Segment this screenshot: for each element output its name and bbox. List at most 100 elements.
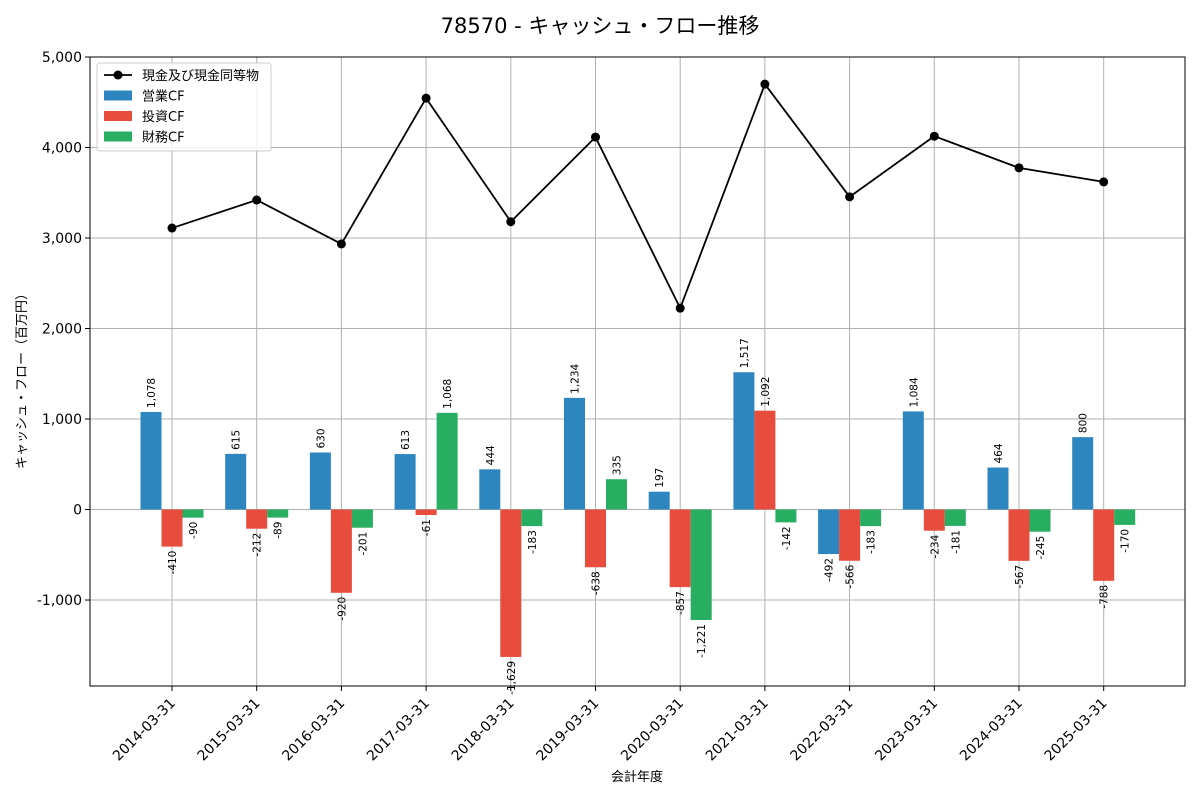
data-label: -788 <box>1099 585 1111 609</box>
bar-2 <box>585 509 606 568</box>
bar-1 <box>733 372 755 510</box>
chart-title: 78570 - キャッシュ・フロー推移 <box>441 14 760 38</box>
data-label: 197 <box>654 468 666 488</box>
bar-1 <box>140 411 162 510</box>
legend-box <box>96 62 272 152</box>
bar-3 <box>690 509 712 621</box>
data-label: 335 <box>612 455 624 475</box>
data-label: 800 <box>1078 413 1090 433</box>
cash-point <box>252 195 262 205</box>
x-tick-label: 2014-03-31 <box>110 696 179 765</box>
data-label: 1,234 <box>570 363 582 393</box>
bar-1 <box>902 411 924 510</box>
plot-frame <box>89 56 1186 687</box>
data-label: -142 <box>781 526 793 550</box>
bar-1 <box>479 469 501 510</box>
bar-3 <box>436 412 458 510</box>
data-label: -89 <box>273 522 285 539</box>
data-label: -920 <box>336 597 348 621</box>
legend-label: 財務CF <box>142 131 185 146</box>
bar-2 <box>415 509 437 516</box>
cash-point <box>591 132 600 142</box>
bar-3 <box>860 509 882 527</box>
cash-point <box>1099 177 1109 187</box>
data-label: 1,517 <box>739 338 751 368</box>
y-tick-label: 3,000 <box>42 231 82 247</box>
bar-2 <box>161 509 183 547</box>
bar-2 <box>923 509 945 531</box>
bar-2 <box>754 410 776 510</box>
bar-2 <box>669 509 691 588</box>
cash-point <box>167 223 177 233</box>
cash-point <box>760 79 770 89</box>
x-tick-label: 2023-03-31 <box>872 696 941 765</box>
legend-marker <box>113 70 123 80</box>
x-tick-label: 2025-03-31 <box>1042 696 1111 765</box>
cash-point <box>845 192 855 202</box>
data-label: -567 <box>1014 565 1026 589</box>
cash-point <box>336 239 346 249</box>
data-label: -212 <box>252 533 264 557</box>
x-tick-label: 2021-03-31 <box>703 696 772 765</box>
legend-swatch <box>104 111 132 121</box>
data-label: 444 <box>485 445 497 465</box>
x-tick-label: 2016-03-31 <box>279 696 348 765</box>
legend-swatch <box>104 90 132 101</box>
data-label: -638 <box>591 571 603 595</box>
data-label: -181 <box>950 530 962 554</box>
data-label-layer: 1,078 615 630 613 444 1,234 197 1,517 -492 1,084 4… <box>146 338 1132 695</box>
bar-1 <box>225 453 247 510</box>
data-label: -245 <box>1035 536 1047 560</box>
bar-2 <box>246 509 268 529</box>
cash-point <box>929 131 939 141</box>
data-label: -566 <box>845 564 857 588</box>
data-label: 1,084 <box>908 377 920 407</box>
x-tick-label: 2018-03-31 <box>449 696 518 765</box>
data-label: -1,629 <box>506 661 518 695</box>
bar-3 <box>267 509 289 518</box>
y-tick-label: 5,000 <box>42 50 82 66</box>
bar-1 <box>987 467 1009 510</box>
data-label: 1,078 <box>146 378 158 408</box>
x-axis-label: 会計年度 <box>611 769 663 785</box>
data-label: -857 <box>675 591 687 615</box>
bar-layer <box>140 372 1136 657</box>
data-label: 464 <box>993 443 1005 463</box>
x-tick-label: 2017-03-31 <box>364 696 433 765</box>
cash-point <box>675 303 685 313</box>
y-tick-label: -1,000 <box>37 593 82 609</box>
bar-3 <box>521 509 543 527</box>
data-label: -90 <box>188 522 200 539</box>
data-label: 1,092 <box>760 377 772 407</box>
y-tick-label: 4,000 <box>42 141 82 157</box>
y-axis-label: キャッシュ・フロー（百万円） <box>15 287 30 469</box>
bar-1 <box>564 397 585 510</box>
x-tick-label: 2019-03-31 <box>533 696 602 765</box>
bar-1 <box>1072 437 1094 510</box>
legend-label: 営業CF <box>142 89 185 105</box>
data-label: -183 <box>527 530 539 554</box>
bar-1 <box>394 454 416 510</box>
cash-line <box>171 82 1104 311</box>
bar-3 <box>1114 509 1136 525</box>
legend-label: 投資CF <box>142 109 185 125</box>
data-label: -234 <box>929 534 941 558</box>
y-tick-label: 1,000 <box>42 412 82 428</box>
y-tick-label: 2,000 <box>42 322 82 338</box>
cash-point <box>506 217 516 227</box>
data-label: -410 <box>167 551 179 575</box>
data-label: -183 <box>866 530 878 554</box>
bar-2 <box>330 509 352 593</box>
x-tick-label: 2015-03-31 <box>195 696 264 765</box>
x-tick-label: 2022-03-31 <box>788 696 857 765</box>
bar-2 <box>1093 509 1115 581</box>
y-tick-label: 0 <box>73 503 82 519</box>
data-label: 615 <box>231 430 243 450</box>
bar-2 <box>1008 509 1030 561</box>
bar-2 <box>500 509 522 657</box>
x-tick-label: 2020-03-31 <box>618 696 687 765</box>
data-label: -170 <box>1120 529 1132 553</box>
cash-point <box>1014 163 1024 173</box>
